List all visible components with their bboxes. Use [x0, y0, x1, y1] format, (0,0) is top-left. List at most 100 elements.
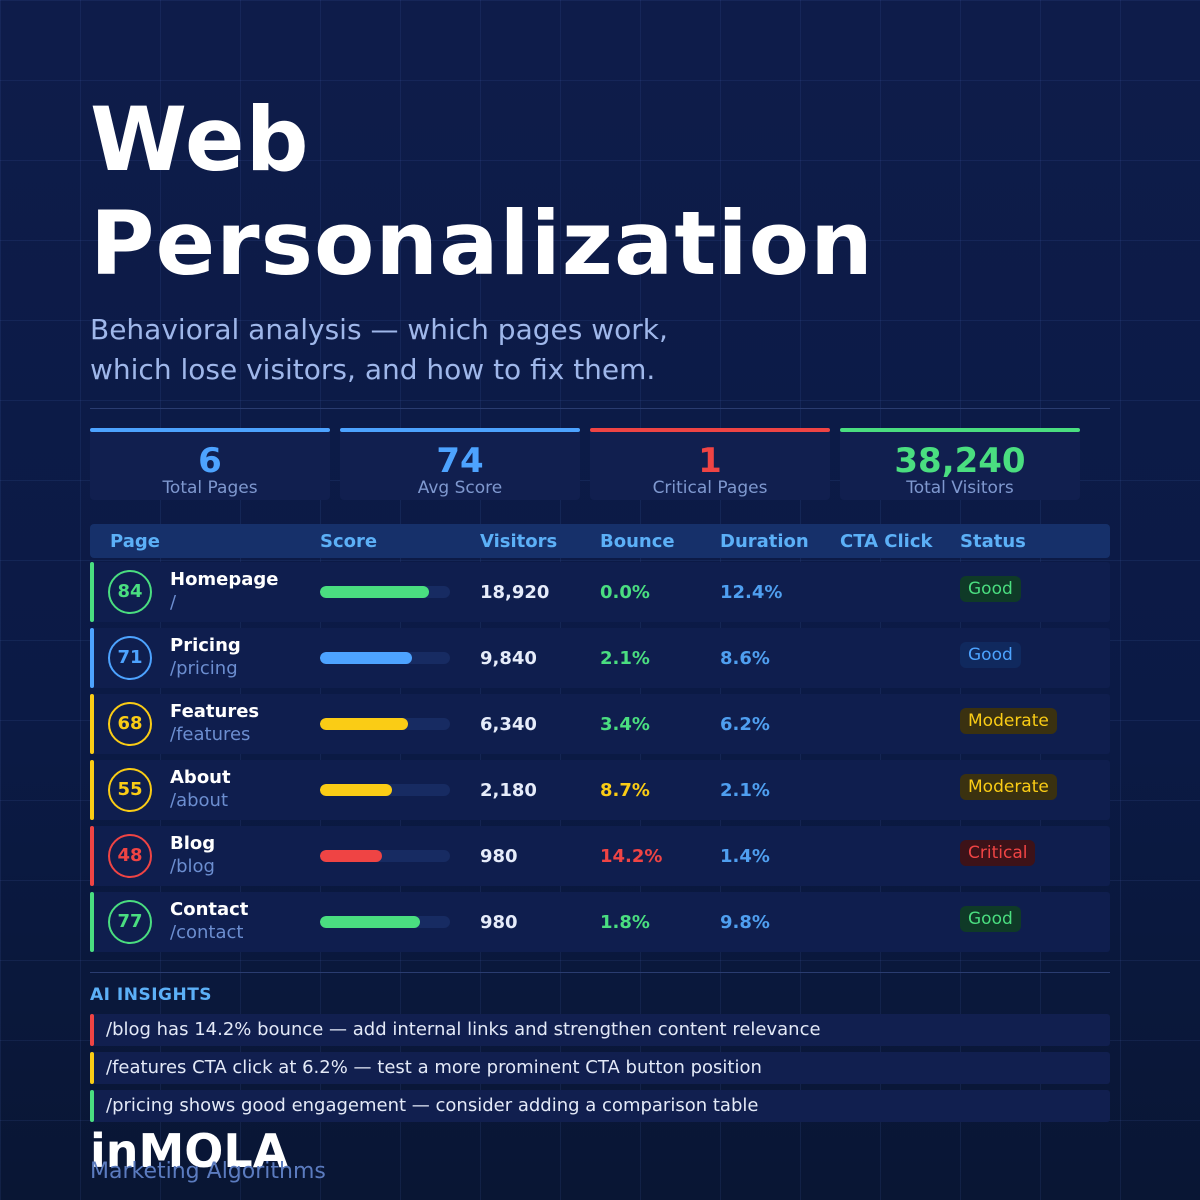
score-bar: [320, 850, 450, 862]
insight-text: /features CTA click at 6.2% — test a mor…: [106, 1057, 762, 1078]
score-bar-fill: [320, 652, 413, 664]
stat-card-total-pages: 6 Total Pages: [90, 428, 330, 500]
stat-accent-bar: [340, 428, 580, 432]
visitors-count: 980: [480, 912, 518, 933]
column-header-visitors[interactable]: Visitors: [480, 531, 558, 552]
duration-value: 12.4%: [720, 582, 783, 603]
score-bar: [320, 784, 450, 796]
score-bar: [320, 586, 450, 598]
visitors-count: 18,920: [480, 582, 550, 603]
duration-value: 1.4%: [720, 846, 770, 867]
duration-value: 6.2%: [720, 714, 770, 735]
visitors-count: 980: [480, 846, 518, 867]
stat-card-critical-pages: 1 Critical Pages: [590, 428, 830, 500]
table-row-contact[interactable]: 77 Contact /contact 980 1.8% 9.8% Good: [90, 892, 1110, 952]
visitors-count: 9,840: [480, 648, 537, 669]
score-bar-fill: [320, 916, 421, 928]
table-row-blog[interactable]: 48 Blog /blog 980 14.2% 1.4% Critical: [90, 826, 1110, 886]
score-bar: [320, 916, 450, 928]
brand-logo: inMOLA: [90, 1124, 289, 1178]
score-badge: 84: [108, 570, 152, 614]
stat-accent-bar: [90, 428, 330, 432]
table-row-homepage[interactable]: 84 Homepage / 18,920 0.0% 12.4% Good: [90, 562, 1110, 622]
stat-label: Avg Score: [417, 478, 503, 498]
insight-item: /features CTA click at 6.2% — test a mor…: [90, 1052, 1110, 1084]
score-bar: [320, 652, 450, 664]
insight-accent-bar: [90, 1014, 94, 1046]
column-header-duration[interactable]: Duration: [720, 531, 809, 552]
stat-label: Total Visitors: [906, 478, 1014, 498]
page-subtitle: Behavioral analysis — which pages work, …: [90, 310, 790, 390]
page-name: Homepage: [170, 569, 279, 590]
stat-label: Critical Pages: [652, 478, 768, 498]
subtitle-line-1: Behavioral analysis — which pages work,: [90, 313, 668, 346]
score-badge: 48: [108, 834, 152, 878]
column-header-bounce[interactable]: Bounce: [600, 531, 675, 552]
stat-value: 6: [198, 441, 222, 481]
duration-value: 9.8%: [720, 912, 770, 933]
visitors-count: 6,340: [480, 714, 537, 735]
stat-accent-bar: [590, 428, 830, 432]
score-bar-fill: [320, 850, 383, 862]
bounce-rate: 1.8%: [600, 912, 650, 933]
duration-value: 2.1%: [720, 780, 770, 801]
duration-value: 8.6%: [720, 648, 770, 669]
bounce-rate: 14.2%: [600, 846, 663, 867]
stat-value: 1: [698, 441, 722, 481]
bounce-rate: 3.4%: [600, 714, 650, 735]
bounce-rate: 0.0%: [600, 582, 650, 603]
table-row-features[interactable]: 68 Features /features 6,340 3.4% 6.2% Mo…: [90, 694, 1110, 754]
row-accent-bar: [90, 694, 94, 754]
status-badge: Good: [960, 642, 1021, 668]
page-path[interactable]: /blog: [170, 856, 215, 877]
page-path[interactable]: /features: [170, 724, 251, 745]
column-header-page[interactable]: Page: [110, 531, 160, 552]
row-accent-bar: [90, 760, 94, 820]
subtitle-line-2: which lose visitors, and how to fix them…: [90, 353, 656, 386]
bounce-rate: 2.1%: [600, 648, 650, 669]
insight-item: /blog has 14.2% bounce — add internal li…: [90, 1014, 1110, 1046]
insight-accent-bar: [90, 1090, 94, 1122]
score-bar: [320, 718, 450, 730]
status-badge: Critical: [960, 840, 1036, 866]
page-name: Contact: [170, 899, 249, 920]
stat-card-avg-score: 74 Avg Score: [340, 428, 580, 500]
table-row-about[interactable]: 55 About /about 2,180 8.7% 2.1% Moderate: [90, 760, 1110, 820]
row-accent-bar: [90, 892, 94, 952]
stat-accent-bar: [840, 428, 1080, 432]
page-name: Blog: [170, 833, 216, 854]
page-name: Pricing: [170, 635, 241, 656]
status-badge: Good: [960, 576, 1021, 602]
insight-item: /pricing shows good engagement — conside…: [90, 1090, 1110, 1122]
page-name: Features: [170, 701, 260, 722]
column-header-cta-click[interactable]: CTA Click: [840, 531, 933, 552]
page-path[interactable]: /contact: [170, 922, 244, 943]
status-badge: Moderate: [960, 774, 1057, 800]
row-accent-bar: [90, 628, 94, 688]
score-bar-fill: [320, 586, 430, 598]
status-badge: Good: [960, 906, 1021, 932]
score-bar-fill: [320, 784, 392, 796]
score-badge: 71: [108, 636, 152, 680]
page-path[interactable]: /about: [170, 790, 228, 811]
column-header-status[interactable]: Status: [960, 531, 1026, 552]
insights-divider: [90, 972, 1110, 973]
score-badge: 77: [108, 900, 152, 944]
page-path[interactable]: /: [170, 592, 177, 613]
score-badge: 55: [108, 768, 152, 812]
page-path[interactable]: /pricing: [170, 658, 238, 679]
insight-text: /pricing shows good engagement — conside…: [106, 1095, 759, 1116]
stat-value: 74: [436, 441, 484, 481]
insights-title: AI INSIGHTS: [90, 985, 213, 1005]
page-name: About: [170, 767, 231, 788]
header-divider: [90, 408, 1110, 409]
stat-card-total-visitors: 38,240 Total Visitors: [840, 428, 1080, 500]
column-header-score[interactable]: Score: [320, 531, 378, 552]
table-row-pricing[interactable]: 71 Pricing /pricing 9,840 2.1% 8.6% Good: [90, 628, 1110, 688]
score-badge: 68: [108, 702, 152, 746]
insight-accent-bar: [90, 1052, 94, 1084]
row-accent-bar: [90, 562, 94, 622]
status-badge: Moderate: [960, 708, 1057, 734]
row-accent-bar: [90, 826, 94, 886]
table-header: Page Score Visitors Bounce Duration CTA …: [90, 524, 1110, 558]
